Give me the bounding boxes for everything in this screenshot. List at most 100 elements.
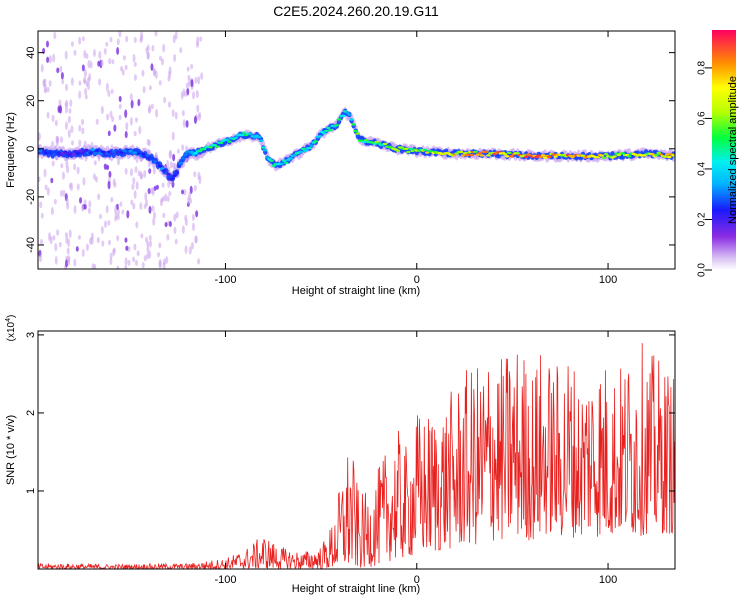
trace-core [260,146,266,149]
trace-core [509,155,514,158]
noise-speck [118,114,122,121]
noise-speck [76,166,80,175]
noise-speck [130,199,134,206]
noise-speck [78,36,82,45]
noise-speck [173,226,177,235]
noise-speck [150,187,154,194]
noise-speck [46,111,50,119]
noise-speck [191,222,195,232]
noise-speck [88,200,92,208]
trace-core [180,156,186,160]
trace-core [90,148,95,151]
noise-speck [93,160,97,166]
noise-speck [116,38,120,46]
noise-speck [132,54,136,63]
trace-core [269,159,274,162]
trace-core [284,161,289,165]
noise-speck [161,58,165,66]
spectrogram-axes: -100 0 100 -40 -20 0 20 40 [25,31,675,286]
noise-speck [60,189,64,197]
noise-speck [50,177,54,184]
noise-speck [133,131,137,137]
trace-core [422,148,428,152]
trace-core [298,150,304,153]
trace-core [505,155,510,158]
noise-speck [109,258,113,266]
noise-speck [54,255,58,265]
noise-speck [83,68,87,78]
trace-core [523,155,529,159]
noise-speck [85,81,89,87]
noise-speck [108,58,112,65]
snr-ylabel: SNR (10 * v/v) [5,415,17,485]
noise-speck [134,166,138,173]
trace-core [656,151,661,155]
trace-core [404,147,409,150]
trace-core [170,177,175,181]
noise-speck [113,124,117,132]
noise-speck [69,99,73,107]
noise-speck [85,243,89,252]
snr-multiplier: (x104) [5,315,17,342]
noise-speck [53,31,57,40]
noise-speck [146,51,150,59]
noise-speck [190,79,194,88]
noise-speck [132,202,136,210]
noise-speck [148,168,152,174]
noise-speck [185,82,189,89]
noise-speck [52,53,56,63]
noise-speck [125,245,129,251]
noise-speck [160,197,164,203]
noise-speck [116,215,120,221]
noise-speck [78,124,82,132]
noise-speck [125,121,129,131]
noise-speck [111,116,115,123]
trace-core [300,147,306,151]
noise-speck [157,251,161,258]
noise-speck [107,130,111,137]
noise-speck [84,94,88,100]
noise-speck [100,105,104,115]
noise-speck [76,183,80,191]
noise-speck [84,88,88,96]
noise-speck [107,90,111,98]
noise-speck [124,64,128,71]
trace-core [263,149,268,152]
noise-speck [60,136,64,144]
trace-core [612,155,617,158]
trace-core [309,144,314,147]
noise-speck [139,37,143,43]
trace-core [218,141,224,145]
noise-speck [62,189,66,197]
noise-speck [197,113,201,121]
trace-core [334,123,339,127]
trace-core [486,154,491,157]
noise-speck [44,184,48,191]
trace-core [189,150,194,154]
trace-core [502,153,508,156]
colorbar-tick-label: 0.0 [697,263,708,277]
trace-core [458,150,464,154]
trace-core [351,123,356,126]
spectrogram-panel: -100 0 100 -40 -20 0 20 40 Height of straight l… [5,30,676,297]
noise-speck [168,66,172,75]
trace-core [162,169,167,172]
noise-speck [148,85,152,91]
noise-speck [100,59,104,67]
spectrogram-xlabel: Height of straight line (km) [292,285,420,297]
noise-speck [164,221,168,228]
spectrogram-frame [37,30,676,270]
noise-speck [81,64,85,72]
trace-core [553,155,558,158]
noise-speck [181,144,185,151]
trace-core [650,152,655,156]
noise-speck [106,164,110,170]
noise-speck [66,165,70,174]
noise-speck [144,191,148,201]
noise-speck [184,245,188,254]
noise-speck [49,236,53,245]
noise-speck [167,101,171,108]
noise-speck [152,217,156,226]
trace-core [317,135,323,138]
noise-speck [181,189,185,195]
